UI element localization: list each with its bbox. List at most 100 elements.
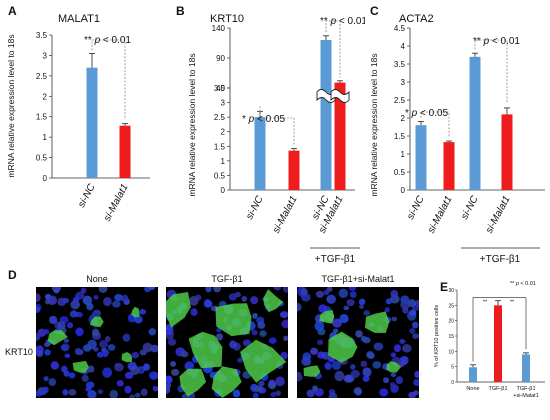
- nucleus: [82, 295, 93, 306]
- nucleus: [242, 339, 251, 347]
- chart-e-ytick-label: 20: [448, 319, 454, 325]
- nucleus: [402, 344, 412, 353]
- nucleus: [332, 318, 342, 328]
- nucleus: [103, 296, 112, 307]
- nucleus: [383, 377, 390, 384]
- chart-b-title: KRT10: [210, 13, 244, 25]
- nucleus: [102, 352, 108, 358]
- chart-e-xlabel-0: None: [466, 386, 479, 392]
- chart-b-ytick-label: 3: [221, 99, 226, 108]
- chart-b-ytick-label: 3.5: [214, 84, 226, 93]
- nucleus: [91, 328, 100, 337]
- chart-e-ytick-label: 5: [451, 365, 454, 371]
- krt10-cell: [263, 289, 284, 313]
- chart-c-ytick-label: 0: [401, 186, 406, 195]
- nucleus: [326, 294, 336, 304]
- nucleus: [104, 336, 111, 342]
- nucleus: [114, 293, 123, 302]
- nucleus: [122, 333, 131, 342]
- chart-a-xlabel-1: si-Malat1: [102, 182, 131, 223]
- chart-c-bracket-2: [474, 39, 508, 103]
- nucleus: [129, 394, 135, 398]
- chart-c-bar-3: [501, 114, 513, 190]
- nucleus: [43, 342, 51, 348]
- nucleus: [389, 382, 396, 387]
- chart-a-bar-0: [86, 67, 98, 178]
- krt10-cell: [386, 361, 402, 373]
- nucleus: [96, 351, 104, 358]
- nucleus: [273, 287, 282, 291]
- chart-e-ytick-label: 0: [451, 380, 454, 386]
- chart-e-bar-1: [494, 305, 502, 382]
- nucleus: [63, 338, 69, 343]
- nucleus: [50, 361, 60, 370]
- nucleus: [228, 293, 238, 301]
- nucleus: [85, 386, 92, 392]
- chart-a-ytick-label: 2.5: [36, 72, 48, 81]
- nucleus: [166, 385, 171, 395]
- chart-e-ytick-label: 25: [448, 303, 454, 309]
- nucleus: [366, 350, 374, 359]
- nucleus: [232, 389, 241, 398]
- nucleus: [124, 371, 134, 379]
- nucleus: [204, 300, 213, 308]
- chart-c-ylabel: mRNA relative expression level to 18s: [369, 53, 379, 196]
- nucleus: [49, 315, 58, 325]
- nucleus: [349, 291, 357, 298]
- chart-c-title: ACTA2: [399, 13, 434, 25]
- nucleus: [280, 351, 288, 360]
- micro-title-tgf: TGF-β1: [211, 274, 243, 284]
- nucleus: [70, 299, 80, 310]
- nucleus: [68, 372, 76, 379]
- chart-a-ytick-label: 3.5: [36, 31, 48, 40]
- nucleus: [257, 321, 266, 329]
- nucleus: [216, 327, 222, 333]
- nucleus: [64, 353, 71, 359]
- chart-b-ytick-label: 1.5: [214, 142, 226, 151]
- nucleus: [109, 389, 118, 398]
- chart-c-bar-1: [443, 142, 455, 190]
- nucleus: [121, 294, 129, 303]
- nucleus: [363, 310, 371, 316]
- nucleus: [114, 362, 124, 372]
- nucleus: [190, 308, 198, 316]
- chart-b-annotation-2: ** p < 0.01: [320, 16, 365, 27]
- nucleus: [312, 385, 318, 391]
- nucleus: [57, 321, 66, 330]
- chart-b-ytick-label-upper: 40: [216, 84, 225, 93]
- nucleus: [338, 288, 349, 299]
- krt10-cell: [215, 303, 252, 337]
- nucleus: [268, 379, 276, 385]
- nucleus: [252, 392, 259, 398]
- nucleus: [390, 372, 397, 378]
- chart-e-krt10-positive: % of KRT10 positive cells 0 5 10 15 20 25 30 Non…: [434, 281, 545, 399]
- nucleus: [317, 339, 324, 346]
- nucleus: [332, 328, 339, 334]
- chart-e-bracket-2: [498, 297, 527, 350]
- chart-b-bracket-2: [325, 20, 341, 78]
- krt10-cell: [211, 366, 242, 398]
- nucleus: [251, 329, 258, 336]
- nucleus: [250, 296, 259, 305]
- chart-e-bracket-1: [472, 297, 498, 362]
- nucleus: [259, 330, 267, 337]
- nucleus: [348, 287, 357, 291]
- nucleus: [170, 368, 180, 376]
- nucleus: [74, 347, 82, 355]
- nucleus: [61, 343, 70, 352]
- chart-c-bracket-1: [420, 111, 450, 137]
- chart-e-sig-2: **: [510, 300, 515, 306]
- nucleus: [36, 333, 41, 341]
- nucleus: [66, 322, 74, 329]
- nucleus: [334, 370, 345, 382]
- nucleus: [270, 391, 277, 398]
- nucleus: [280, 311, 288, 319]
- nucleus: [393, 344, 402, 353]
- nucleus: [355, 330, 363, 338]
- chart-a-malat1: MALAT1 mRNA relative expression level to …: [6, 13, 150, 223]
- panel-letter-e: E: [440, 280, 449, 294]
- krt10-cell: [166, 292, 191, 328]
- nucleus: [384, 307, 390, 313]
- micro-title-none: None: [86, 274, 108, 284]
- krt10-cell: [365, 311, 390, 333]
